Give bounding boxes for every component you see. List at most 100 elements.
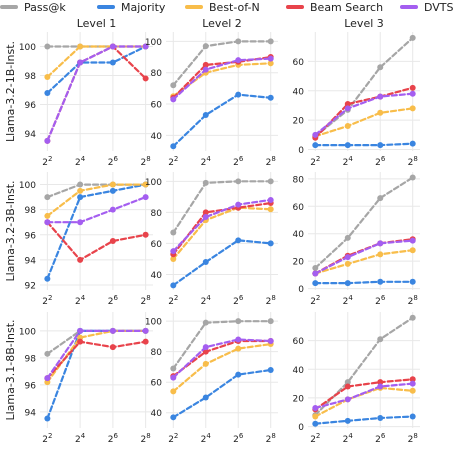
- y-tick-label: 40: [293, 87, 305, 97]
- data-point-best-of-n: [44, 212, 51, 219]
- y-tick-label: 80: [293, 175, 305, 185]
- y-tick-label: 100: [19, 181, 36, 191]
- data-point-beam-search: [142, 338, 149, 345]
- data-point-majority: [344, 280, 351, 287]
- data-point-best-of-n: [44, 73, 51, 80]
- data-point-pass-at-k: [267, 318, 274, 325]
- series-line-majority: [314, 280, 414, 285]
- data-point-dvts: [142, 194, 149, 201]
- series-line-beam-search: [172, 339, 272, 378]
- data-point-dvts: [77, 59, 84, 66]
- y-tick-label: 60: [151, 379, 163, 389]
- data-point-pass-at-k: [377, 336, 384, 343]
- legend-item-dvts: DVTS: [400, 1, 454, 14]
- data-point-beam-search: [109, 238, 116, 245]
- data-point-dvts: [235, 57, 242, 64]
- data-point-best-of-n: [344, 123, 351, 130]
- x-tick-label: 22: [42, 432, 52, 445]
- legend-swatch: [185, 5, 203, 9]
- y-tick-label: 40: [293, 366, 305, 376]
- y-tick-label: 40: [151, 271, 163, 281]
- data-point-majority: [312, 280, 319, 287]
- y-tick-label: 100: [145, 38, 162, 48]
- x-tick-label: 22: [42, 155, 52, 168]
- data-point-dvts: [44, 137, 51, 144]
- data-point-majority: [170, 143, 177, 150]
- y-tick-label: 80: [151, 209, 163, 219]
- data-point-majority: [409, 413, 416, 420]
- data-point-best-of-n: [377, 109, 384, 116]
- data-point-best-of-n: [235, 345, 242, 352]
- data-point-dvts: [109, 206, 116, 213]
- data-point-dvts: [235, 336, 242, 343]
- data-point-beam-search: [202, 209, 209, 216]
- data-point-beam-search: [202, 61, 209, 68]
- series-line-dvts: [46, 329, 147, 380]
- data-point-majority: [344, 142, 351, 149]
- data-point-majority: [377, 278, 384, 285]
- data-point-dvts: [344, 396, 351, 403]
- data-point-best-of-n: [77, 43, 84, 50]
- data-point-dvts: [77, 219, 84, 226]
- data-point-best-of-n: [202, 360, 209, 367]
- legend-label: Beam Search: [310, 1, 384, 14]
- x-tick-label: 24: [343, 294, 354, 307]
- data-point-majority: [235, 91, 242, 98]
- data-point-majority: [312, 420, 319, 427]
- data-point-majority: [170, 414, 177, 421]
- data-point-beam-search: [377, 379, 384, 386]
- x-tick-label: 26: [233, 432, 244, 445]
- data-point-best-of-n: [170, 388, 177, 395]
- data-point-majority: [202, 111, 209, 118]
- series-line-best-of-n: [46, 183, 147, 217]
- data-point-majority: [235, 371, 242, 378]
- y-tick-label: 100: [19, 43, 36, 53]
- x-tick-label: 24: [201, 432, 212, 445]
- y-tick-label: 40: [293, 230, 305, 240]
- x-tick-label: 26: [108, 155, 119, 168]
- legend-label: Best-of-N: [209, 1, 260, 14]
- legend-item-beam-search: Beam Search: [286, 1, 383, 14]
- data-point-dvts: [44, 219, 51, 226]
- y-tick-label: 80: [151, 69, 163, 79]
- data-point-dvts: [409, 380, 416, 387]
- data-point-dvts: [377, 383, 384, 390]
- series-line-dvts: [172, 338, 272, 379]
- series-line-beam-search: [46, 45, 147, 142]
- data-point-dvts: [142, 327, 149, 334]
- data-point-beam-search: [344, 100, 351, 107]
- data-point-pass-at-k: [409, 34, 416, 41]
- data-point-beam-search: [142, 231, 149, 238]
- series-line-dvts: [46, 45, 147, 142]
- y-tick-label: 20: [293, 394, 305, 404]
- data-point-pass-at-k: [77, 181, 84, 188]
- data-point-best-of-n: [142, 181, 149, 188]
- row-label: Llama-3.2-3B-Inst.: [4, 180, 17, 281]
- column-title: Level 1: [77, 17, 117, 30]
- y-tick-label: 60: [151, 101, 163, 111]
- data-point-best-of-n: [267, 206, 274, 213]
- data-point-best-of-n: [409, 387, 416, 394]
- x-tick-label: 28: [141, 432, 151, 445]
- data-point-majority: [377, 142, 384, 149]
- series-line-dvts: [172, 57, 272, 101]
- data-point-dvts: [77, 327, 84, 334]
- data-point-dvts: [344, 105, 351, 112]
- y-tick-label: 80: [151, 348, 163, 358]
- series-line-beam-search: [314, 86, 414, 139]
- y-tick-label: 60: [151, 240, 163, 250]
- data-point-majority: [44, 89, 51, 96]
- x-tick-label: 22: [310, 294, 320, 307]
- x-tick-label: 22: [168, 155, 178, 168]
- data-point-dvts: [109, 327, 116, 334]
- data-point-dvts: [267, 55, 274, 62]
- series-line-best-of-n: [172, 206, 272, 260]
- data-point-pass-at-k: [267, 178, 274, 185]
- data-point-majority: [409, 278, 416, 285]
- y-tick-label: 92: [25, 281, 36, 291]
- y-tick-label: 98: [25, 72, 37, 82]
- data-point-dvts: [409, 237, 416, 244]
- legend-label: Majority: [121, 1, 166, 14]
- data-point-majority: [44, 415, 51, 422]
- data-point-dvts: [377, 240, 384, 247]
